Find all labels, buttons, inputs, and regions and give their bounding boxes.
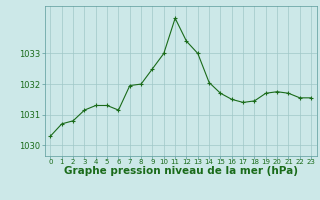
X-axis label: Graphe pression niveau de la mer (hPa): Graphe pression niveau de la mer (hPa) xyxy=(64,166,298,176)
